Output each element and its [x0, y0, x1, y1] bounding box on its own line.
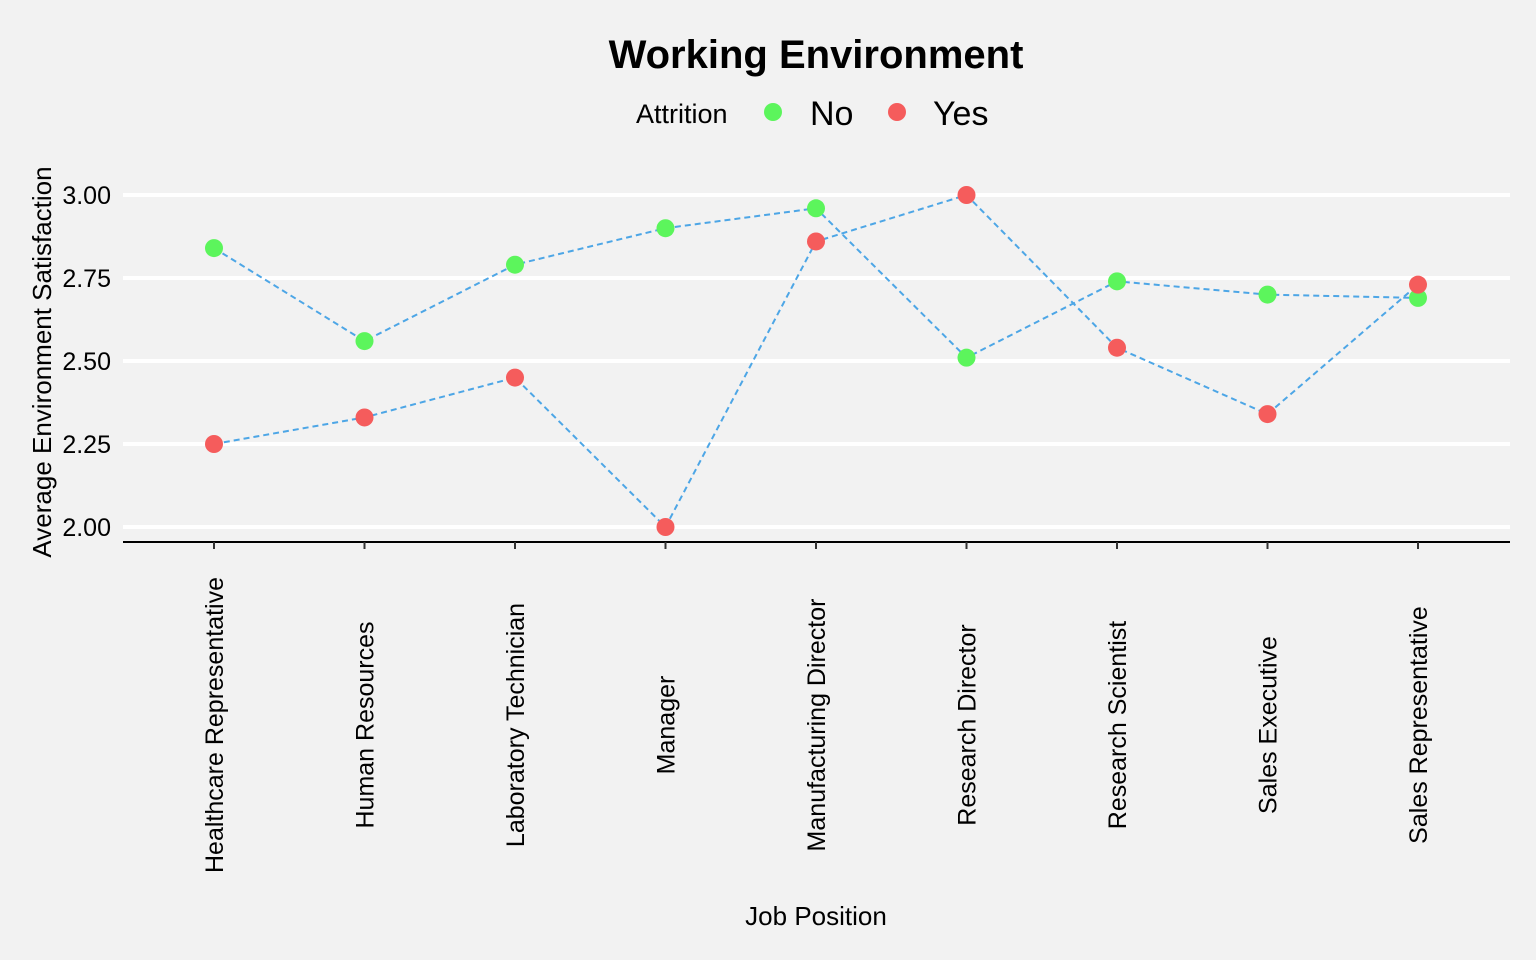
legend-title: Attrition	[636, 99, 728, 129]
x-tick-label: Research Director	[954, 624, 982, 825]
data-point-no	[807, 199, 825, 218]
legend-label-no: No	[810, 95, 853, 133]
x-tick-label: Manager	[653, 676, 681, 775]
data-point-yes	[1108, 338, 1126, 357]
x-tick-label: Human Resources	[352, 621, 380, 828]
x-axis-ticks: Healthcare Representative Human Resources…	[201, 542, 1433, 873]
x-tick-label: Sales Representative	[1405, 606, 1433, 844]
data-point-no	[1258, 285, 1277, 304]
y-axis-ticks: 2.00 2.25 2.50 2.75 3.00	[62, 182, 111, 542]
x-tick-label: Laboratory Technician	[502, 603, 530, 847]
data-point-no	[506, 255, 524, 274]
y-tick-label: 2.00	[62, 514, 111, 542]
data-point-yes	[807, 232, 825, 251]
data-point-no	[205, 239, 223, 258]
legend-marker-no	[764, 103, 782, 121]
y-tick-label: 2.75	[62, 265, 111, 293]
grid	[123, 193, 1510, 529]
x-axis-title: Job Position	[745, 901, 887, 931]
data-point-yes	[1258, 405, 1277, 424]
legend-marker-yes	[888, 103, 906, 121]
legend-label-yes: Yes	[933, 95, 988, 133]
data-point-yes	[205, 435, 223, 453]
data-point-no	[656, 219, 675, 238]
data-point-no	[957, 348, 976, 367]
y-axis-title: Average Environment Satisfaction	[27, 166, 57, 557]
legend: Attrition No Yes	[636, 95, 988, 133]
y-tick-label: 3.00	[62, 182, 111, 210]
data-point-yes	[355, 408, 374, 427]
data-point-no	[1409, 288, 1427, 307]
y-tick-label: 2.50	[62, 348, 111, 376]
x-tick-label: Healthcare Representative	[201, 577, 229, 873]
data-point-no	[1108, 272, 1126, 291]
data-point-yes	[957, 186, 976, 204]
data-point-yes	[506, 368, 524, 387]
data-point-no	[355, 332, 374, 351]
series-line-no	[213, 207, 1419, 359]
x-tick-label: Sales Executive	[1255, 636, 1283, 814]
chart-title: Working Environment	[609, 33, 1024, 77]
data-point-yes	[656, 518, 675, 536]
data-point-yes	[1409, 275, 1427, 294]
y-tick-label: 2.25	[62, 431, 111, 459]
x-tick-label: Manufacturing Director	[803, 599, 831, 852]
x-tick-label: Research Scientist	[1104, 621, 1132, 829]
data-points	[205, 186, 1427, 536]
